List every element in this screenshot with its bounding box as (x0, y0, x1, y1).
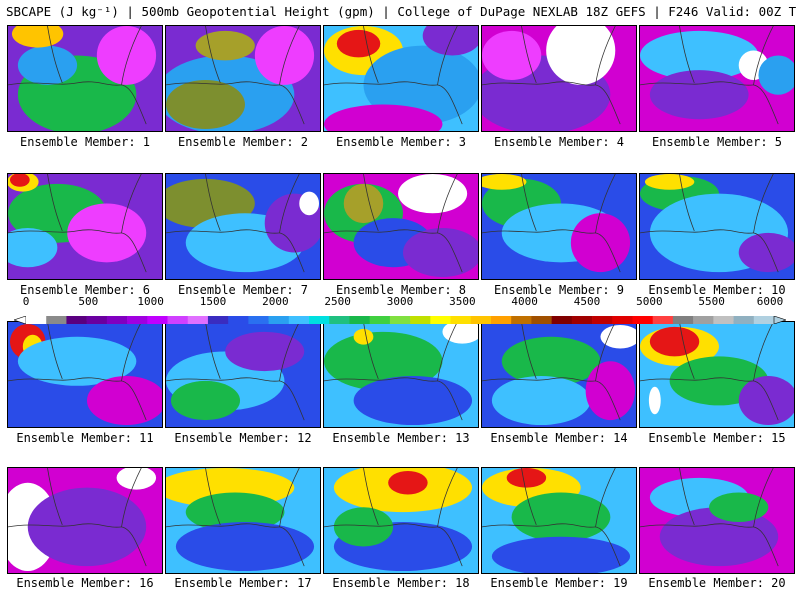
ensemble-member-map-12 (165, 321, 321, 428)
ensemble-member-map-5 (639, 25, 795, 132)
ensemble-member-label: Ensemble Member: 20 (648, 576, 786, 590)
ensemble-member-label: Ensemble Member: 2 (177, 135, 309, 149)
ensemble-member-label: Ensemble Member: 18 (332, 576, 470, 590)
ensemble-member-label: Ensemble Member: 12 (174, 431, 312, 445)
ensemble-member-label: Ensemble Member: 3 (335, 135, 467, 149)
ensemble-member-map-7 (165, 173, 321, 280)
ensemble-member-label: Ensemble Member: 13 (332, 431, 470, 445)
colorbar-tick-label: 4500 (573, 295, 601, 308)
ensemble-member-map-6 (7, 173, 163, 280)
colorbar-tick-label: 1500 (199, 295, 227, 308)
ensemble-member-map-14 (481, 321, 637, 428)
ensemble-member-label: Ensemble Member: 15 (648, 431, 786, 445)
ensemble-member-label: Ensemble Member: 7 (177, 283, 309, 297)
colorbar-tick-label: 2000 (262, 295, 289, 308)
ensemble-member-label: Ensemble Member: 17 (174, 576, 312, 590)
ensemble-member-map-1 (7, 25, 163, 132)
ensemble-member-label: Ensemble Member: 19 (490, 576, 628, 590)
ensemble-member-map-8 (323, 173, 479, 280)
ensemble-member-map-18 (323, 467, 479, 574)
colorbar-tick-label: 0 (22, 295, 30, 308)
chart-title: SBCAPE (J kg⁻¹) | 500mb Geopotential Hei… (6, 4, 796, 19)
colorbar-tick-label: 4000 (511, 295, 538, 308)
ensemble-member-map-10 (639, 173, 795, 280)
colorbar (13, 309, 787, 325)
colorbar-tick-label: 5000 (636, 295, 663, 308)
ensemble-member-map-11 (7, 321, 163, 428)
ensemble-member-map-20 (639, 467, 795, 574)
ensemble-member-label: Ensemble Member: 14 (490, 431, 628, 445)
ensemble-member-map-2 (165, 25, 321, 132)
ensemble-member-label: Ensemble Member: 10 (648, 283, 786, 297)
ensemble-member-label: Ensemble Member: 1 (19, 135, 151, 149)
ensemble-member-map-17 (165, 467, 321, 574)
ensemble-member-map-3 (323, 25, 479, 132)
colorbar-tick-label: 1000 (137, 295, 164, 308)
ensemble-member-label: Ensemble Member: 11 (16, 431, 154, 445)
ensemble-member-label: Ensemble Member: 5 (651, 135, 783, 149)
ensemble-member-map-19 (481, 467, 637, 574)
ensemble-member-map-9 (481, 173, 637, 280)
ensemble-member-map-13 (323, 321, 479, 428)
colorbar-tick-label: 6000 (756, 295, 784, 308)
ensemble-member-label: Ensemble Member: 4 (493, 135, 625, 149)
colorbar-tick-label: 2500 (324, 295, 351, 308)
colorbar-tick-label: 500 (78, 295, 99, 308)
colorbar-tick-label: 3500 (449, 295, 476, 308)
ensemble-member-map-4 (481, 25, 637, 132)
ensemble-member-label: Ensemble Member: 9 (493, 283, 625, 297)
ensemble-member-map-16 (7, 467, 163, 574)
colorbar-tick-label: 3000 (386, 295, 414, 308)
ensemble-member-label: Ensemble Member: 6 (19, 283, 151, 297)
ensemble-member-label: Ensemble Member: 8 (335, 283, 467, 297)
colorbar-tick-label: 5500 (698, 295, 725, 308)
ensemble-member-label: Ensemble Member: 16 (16, 576, 154, 590)
ensemble-member-map-15 (639, 321, 795, 428)
